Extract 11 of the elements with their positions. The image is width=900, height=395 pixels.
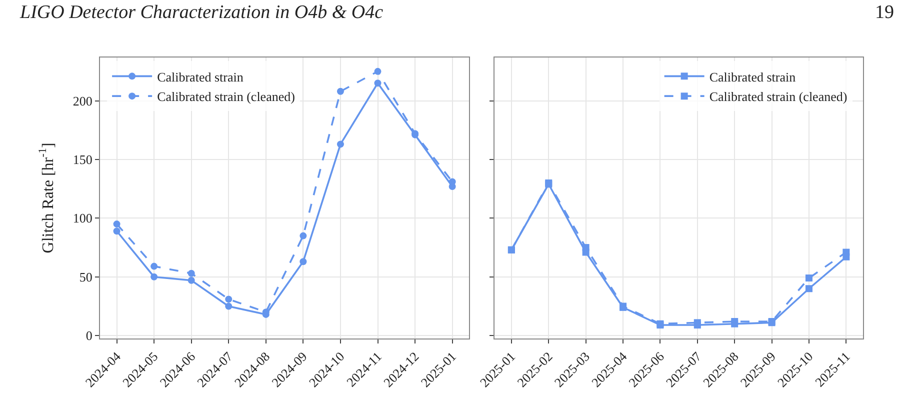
y-tick-label: 200 [72, 93, 92, 108]
text: 19 [875, 2, 894, 23]
y-tick-label: 0 [86, 328, 92, 344]
text: LIGO Detector Characterization in O4b & O4c [19, 2, 384, 23]
y-tick-label: 100 [72, 210, 92, 226]
legend-label: Calibrated strain [157, 69, 244, 84]
y-tick-label: 50 [79, 269, 92, 284]
y-tick-label: 150 [72, 152, 92, 168]
legend-label: Calibrated strain (cleaned) [157, 89, 295, 104]
legend-label: Calibrated strain [709, 69, 796, 84]
legend-label: Calibrated strain (cleaned) [709, 89, 848, 104]
